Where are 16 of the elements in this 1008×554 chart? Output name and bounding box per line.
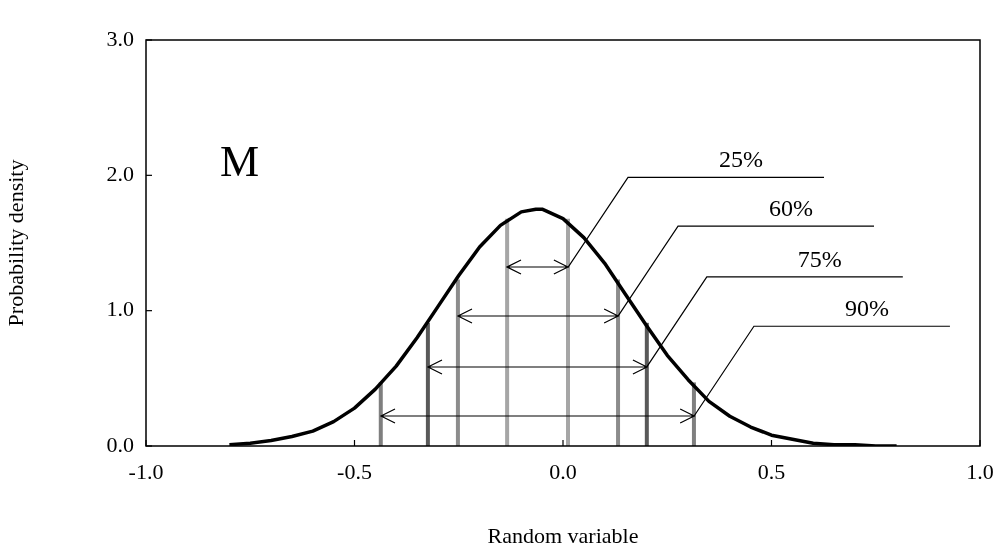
annotation: M [220, 137, 260, 186]
x-axis-title: Random variable [487, 522, 639, 548]
x-tick-label: 0.5 [757, 458, 786, 484]
annotation: 25% [719, 146, 763, 173]
x-tick-label: -0.5 [337, 458, 372, 484]
annotation: 60% [769, 195, 814, 222]
y-tick-label: 2.0 [106, 161, 134, 187]
annotation: 75% [797, 245, 842, 272]
annotation: 90% [844, 295, 889, 322]
x-tick-label: 1.0 [966, 458, 994, 484]
x-tick-label: -1.0 [128, 458, 164, 484]
y-axis-title: Probability density [2, 159, 28, 327]
y-tick-label: 3.0 [106, 25, 134, 51]
y-tick-label: 1.0 [106, 296, 134, 322]
y-tick-label: 0.0 [106, 431, 134, 457]
x-tick-label: 0.0 [549, 458, 577, 484]
